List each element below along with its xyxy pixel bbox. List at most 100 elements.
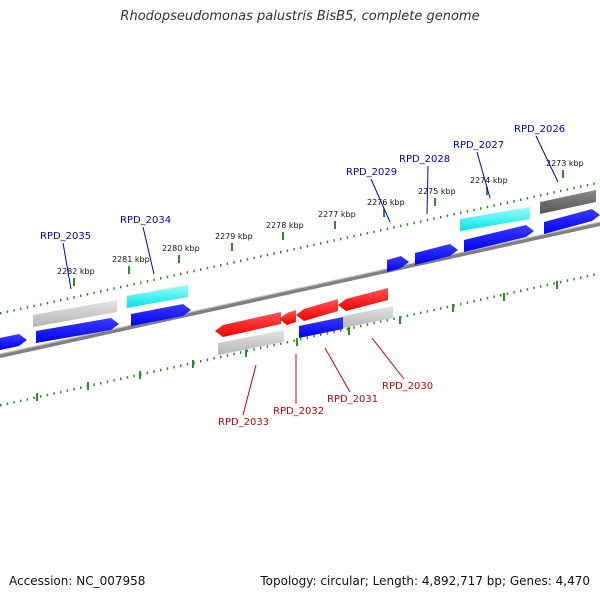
- top-track-dot: [126, 284, 129, 287]
- top-track-dot: [0, 312, 2, 315]
- top-track-dot: [6, 310, 9, 314]
- top-track-dot: [173, 274, 175, 277]
- bottom-track-dot: [93, 383, 95, 386]
- bottom-major-tick: [296, 338, 298, 346]
- top-track-dot: [573, 186, 575, 190]
- top-track-dot: [106, 288, 109, 292]
- top-track-dot: [593, 182, 595, 185]
- bottom-track-dot: [26, 398, 29, 401]
- bottom-track-dot: [493, 295, 495, 298]
- bottom-track-dot: [266, 345, 269, 348]
- tick-layer: 2273 kbp 2274 kbp 2275 kbp 2276 kbp 2277 kbp…: [0, 159, 595, 407]
- top-track-dot: [66, 297, 69, 300]
- bottom-track-dot: [380, 320, 382, 323]
- top-track-dot: [306, 245, 309, 248]
- top-track-dot: [220, 263, 222, 267]
- top-track-dot: [473, 208, 475, 212]
- top-track-dot: [333, 239, 335, 242]
- top-track-dot: [513, 199, 515, 203]
- gene-label-rpd-2033: RPD_2033: [218, 417, 269, 428]
- forward-gene-arrow: [464, 225, 534, 252]
- top-track-dot: [206, 266, 209, 270]
- bottom-track-dot: [246, 349, 249, 353]
- gene-leader-line: [426, 165, 429, 215]
- top-track-dot: [406, 223, 409, 226]
- top-track-dot: [373, 230, 375, 233]
- top-track-dot: [426, 218, 429, 222]
- bottom-track-dot: [100, 382, 102, 385]
- bottom-major-tick: [556, 281, 558, 289]
- top-track-dot: [246, 258, 249, 261]
- bottom-track-dot: [106, 380, 109, 384]
- tick-label: 2282 kbp: [57, 267, 95, 276]
- bottom-track-dot: [20, 399, 22, 403]
- top-track-dot: [233, 261, 235, 264]
- top-track-dot: [80, 294, 82, 298]
- top-track-dot: [26, 306, 29, 309]
- top-track-dot: [213, 265, 215, 268]
- bottom-track-dot: [446, 305, 449, 309]
- top-track-dot: [400, 224, 402, 228]
- top-track-dot: [40, 303, 42, 306]
- top-track-dot: [293, 247, 295, 251]
- bottom-track-dot: [340, 329, 342, 332]
- tick-label: 2274 kbp: [470, 176, 508, 185]
- bottom-track-dot: [120, 377, 122, 381]
- top-track-dot: [120, 285, 122, 289]
- bottom-track-dot: [320, 333, 322, 337]
- bottom-track-dot: [573, 277, 575, 281]
- gene-label-rpd-2031: RPD_2031: [327, 394, 378, 405]
- forward-gene-arrow: [387, 256, 409, 272]
- backbone-layer: [0, 221, 600, 358]
- top-track-dot: [133, 282, 135, 286]
- bottom-track-dot: [413, 313, 415, 316]
- bottom-track-dot: [406, 314, 409, 318]
- tick-label: 2275 kbp: [418, 187, 456, 196]
- top-track-dot: [166, 275, 169, 279]
- gene-label-rpd-2035: RPD_2035: [40, 231, 91, 242]
- top-track-dot: [540, 194, 542, 197]
- bottom-track-dot: [480, 298, 482, 301]
- bottom-track-dot: [233, 352, 235, 356]
- gene-label-rpd-2026: RPD_2026: [514, 124, 565, 135]
- top-track-dot: [60, 298, 62, 302]
- top-track-dot: [353, 234, 355, 238]
- bottom-track-dot: [540, 285, 542, 288]
- top-track-dot: [73, 295, 75, 299]
- bottom-track-dot: [53, 392, 55, 395]
- tick-label: 2276 kbp: [367, 198, 405, 207]
- bottom-track-dot: [560, 280, 562, 284]
- map-title: Rhodopseudomonas palustris BisB5, comple…: [120, 9, 480, 24]
- tick-label: 2277 kbp: [318, 210, 356, 219]
- bottom-track-dot: [113, 379, 115, 382]
- gene-leader-line: [242, 364, 257, 416]
- top-track-dot: [466, 210, 469, 213]
- forward-gene-arrow: [0, 334, 27, 350]
- top-track-dot: [533, 195, 535, 199]
- bottom-major-tick: [399, 316, 401, 324]
- bottom-track-dot: [386, 318, 389, 322]
- bottom-track-dot: [433, 308, 435, 312]
- top-track-dot: [380, 229, 382, 232]
- gene-leader-line: [371, 337, 405, 380]
- gene-leader-line: [324, 347, 351, 393]
- top-track-dot: [326, 240, 329, 244]
- top-track-dot: [393, 226, 395, 229]
- top-track-dot: [526, 197, 529, 200]
- top-track-dot: [286, 249, 289, 252]
- top-track-dot: [280, 250, 282, 254]
- top-track-dot: [153, 278, 155, 282]
- bottom-track-dot: [173, 365, 175, 369]
- gene-leader-line: [535, 135, 559, 183]
- top-track-dot: [500, 202, 502, 206]
- top-track-dot: [360, 233, 362, 236]
- top-track-dot: [266, 253, 269, 257]
- top-track-dot: [553, 191, 555, 194]
- cds-bar: [299, 317, 343, 338]
- gene-label-rpd-2027: RPD_2027: [453, 140, 504, 151]
- top-track-dot: [33, 304, 35, 308]
- reverse-gene-arrow: [338, 288, 388, 311]
- top-track-dot: [580, 185, 582, 188]
- forward-gene-arrow: [415, 244, 458, 265]
- bottom-track-dot: [586, 274, 589, 278]
